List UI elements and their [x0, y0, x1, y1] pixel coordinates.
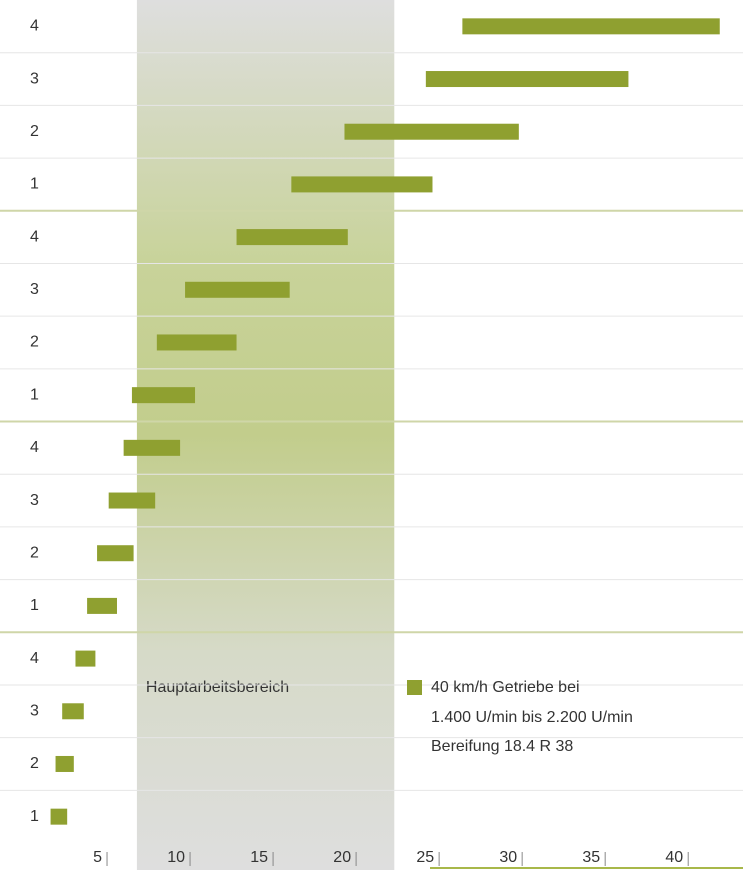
x-tick-label: 30: [499, 849, 517, 866]
row-label: 3: [30, 703, 39, 720]
row-label: 2: [30, 334, 39, 351]
x-tick-label: 15: [250, 849, 268, 866]
x-tick-label: 20: [333, 849, 351, 866]
row-label: 1: [30, 808, 39, 825]
bar: [425, 71, 629, 88]
bar: [87, 597, 117, 614]
bar: [97, 545, 134, 562]
bar: [291, 176, 433, 193]
bar: [55, 755, 74, 772]
shaded-range: [136, 0, 395, 870]
legend-label: 40 km/h Getriebe bei: [431, 679, 580, 696]
row-label: 1: [30, 386, 39, 403]
row-label: 1: [30, 597, 39, 614]
legend-note: Bereifung 18.4 R 38: [431, 738, 573, 755]
row-label: 3: [30, 281, 39, 298]
row-label: 1: [30, 176, 39, 193]
row-label: 4: [30, 439, 39, 456]
bar: [131, 387, 196, 404]
bar: [75, 650, 96, 667]
x-tick-label: 10: [167, 849, 185, 866]
x-tick-label: 5: [93, 849, 102, 866]
row-label: 2: [30, 755, 39, 772]
x-tick-label: 25: [416, 849, 434, 866]
bar: [108, 492, 156, 509]
row-label: 4: [30, 18, 39, 35]
bar: [344, 123, 519, 140]
bar: [462, 18, 720, 35]
x-tick-label: 35: [582, 849, 600, 866]
legend-swatch: [407, 680, 422, 695]
row-label: 2: [30, 123, 39, 140]
bar: [123, 439, 181, 456]
shaded-range-label: Hauptarbeitsbereich: [146, 679, 289, 696]
row-label: 3: [30, 492, 39, 509]
bar: [156, 334, 237, 351]
x-tick-label: 40: [665, 849, 683, 866]
row-label: 3: [30, 70, 39, 87]
bar: [50, 808, 68, 825]
legend-note: 1.400 U/min bis 2.200 U/min: [431, 709, 633, 726]
row-label: 4: [30, 228, 39, 245]
row-label: 2: [30, 544, 39, 561]
bar: [185, 281, 290, 298]
bar: [236, 229, 348, 246]
row-label: 4: [30, 650, 39, 667]
bar: [62, 703, 84, 720]
